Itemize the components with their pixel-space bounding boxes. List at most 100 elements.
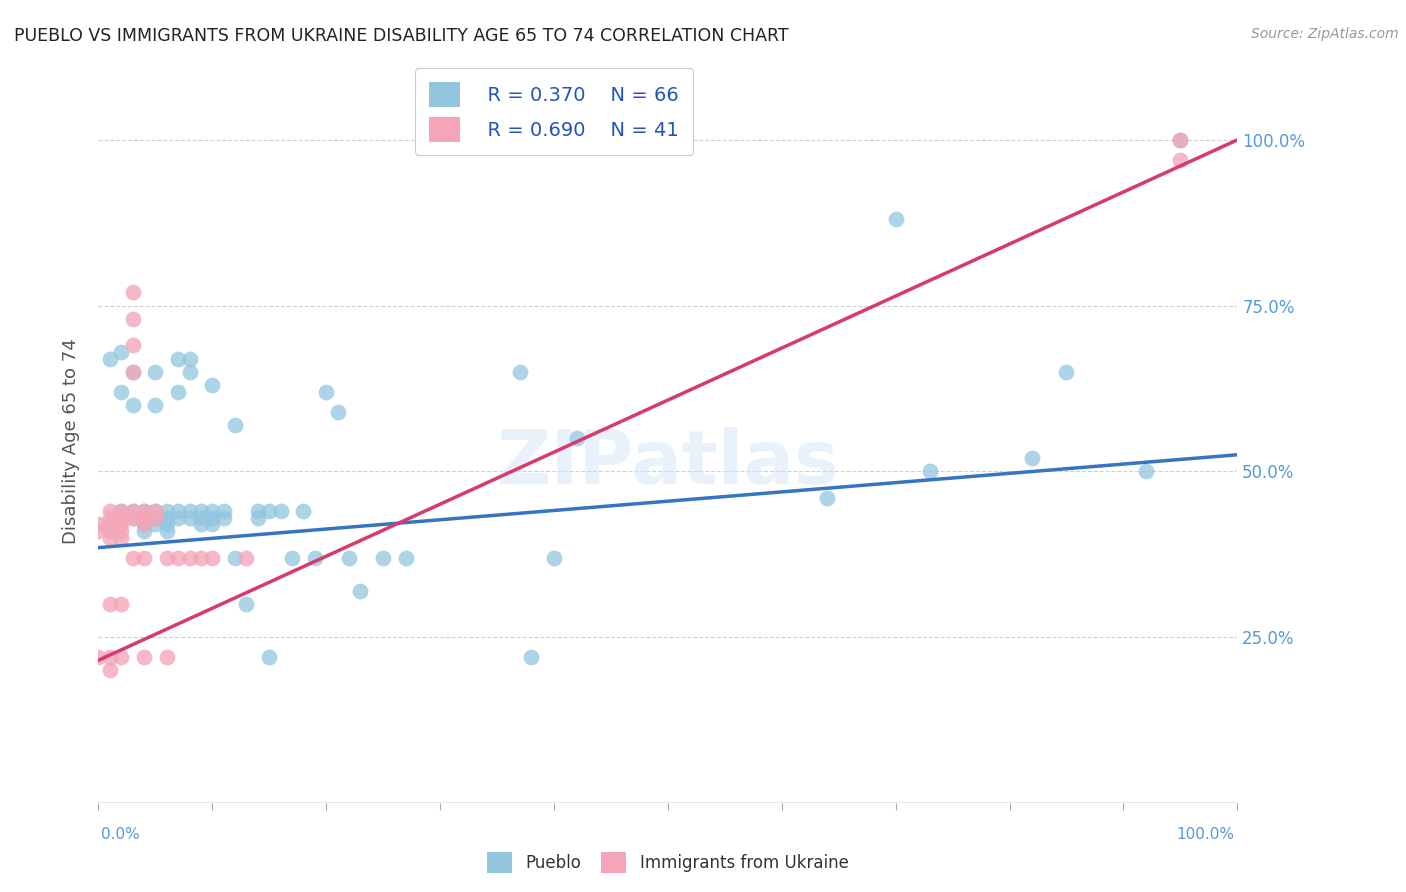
- Point: [395, 550, 418, 565]
- Point: [371, 550, 394, 565]
- Point: [167, 510, 190, 524]
- Point: [132, 650, 155, 665]
- Text: PUEBLO VS IMMIGRANTS FROM UKRAINE DISABILITY AGE 65 TO 74 CORRELATION CHART: PUEBLO VS IMMIGRANTS FROM UKRAINE DISABI…: [14, 27, 789, 45]
- Point: [145, 504, 167, 518]
- Text: Source: ZipAtlas.com: Source: ZipAtlas.com: [1251, 27, 1399, 41]
- Point: [167, 351, 190, 366]
- Point: [132, 550, 155, 565]
- Point: [1170, 133, 1192, 147]
- Point: [1135, 464, 1157, 478]
- Point: [110, 650, 132, 665]
- Point: [179, 550, 201, 565]
- Point: [543, 550, 565, 565]
- Point: [156, 517, 179, 532]
- Point: [110, 504, 132, 518]
- Point: [98, 597, 121, 611]
- Point: [179, 351, 201, 366]
- Point: [121, 285, 143, 300]
- Point: [201, 504, 224, 518]
- Point: [246, 510, 269, 524]
- Point: [918, 464, 941, 478]
- Text: ZIPatlas: ZIPatlas: [496, 426, 839, 500]
- Point: [190, 550, 212, 565]
- Point: [110, 597, 132, 611]
- Point: [281, 550, 304, 565]
- Point: [167, 384, 190, 399]
- Legend: Pueblo, Immigrants from Ukraine: Pueblo, Immigrants from Ukraine: [481, 846, 855, 880]
- Point: [110, 517, 132, 532]
- Point: [179, 365, 201, 379]
- Point: [121, 365, 143, 379]
- Point: [190, 504, 212, 518]
- Point: [179, 510, 201, 524]
- Point: [121, 504, 143, 518]
- Point: [1170, 153, 1192, 167]
- Point: [121, 550, 143, 565]
- Point: [98, 351, 121, 366]
- Point: [212, 510, 235, 524]
- Point: [132, 504, 155, 518]
- Point: [110, 504, 132, 518]
- Point: [145, 517, 167, 532]
- Point: [235, 550, 257, 565]
- Point: [292, 504, 315, 518]
- Point: [145, 510, 167, 524]
- Point: [212, 504, 235, 518]
- Point: [884, 212, 907, 227]
- Point: [156, 510, 179, 524]
- Point: [98, 524, 121, 538]
- Point: [121, 510, 143, 524]
- Point: [98, 504, 121, 518]
- Point: [121, 398, 143, 412]
- Point: [337, 550, 360, 565]
- Point: [121, 312, 143, 326]
- Point: [235, 597, 257, 611]
- Point: [98, 510, 121, 524]
- Point: [565, 431, 588, 445]
- Point: [110, 345, 132, 359]
- Point: [201, 550, 224, 565]
- Point: [132, 504, 155, 518]
- Point: [259, 504, 281, 518]
- Point: [201, 510, 224, 524]
- Point: [110, 510, 132, 524]
- Point: [326, 405, 349, 419]
- Point: [509, 365, 531, 379]
- Point: [87, 524, 110, 538]
- Point: [132, 517, 155, 532]
- Point: [156, 524, 179, 538]
- Point: [98, 517, 121, 532]
- Point: [121, 338, 143, 352]
- Point: [304, 550, 326, 565]
- Point: [1054, 365, 1078, 379]
- Point: [145, 365, 167, 379]
- Point: [110, 531, 132, 545]
- Point: [201, 378, 224, 392]
- Point: [110, 384, 132, 399]
- Point: [224, 550, 246, 565]
- Point: [132, 524, 155, 538]
- Point: [110, 524, 132, 538]
- Text: 0.0%: 0.0%: [101, 827, 141, 841]
- Point: [167, 550, 190, 565]
- Point: [87, 650, 110, 665]
- Point: [132, 510, 155, 524]
- Point: [145, 510, 167, 524]
- Point: [270, 504, 292, 518]
- Point: [121, 365, 143, 379]
- Y-axis label: Disability Age 65 to 74: Disability Age 65 to 74: [62, 339, 80, 544]
- Point: [121, 504, 143, 518]
- Point: [145, 398, 167, 412]
- Point: [156, 650, 179, 665]
- Point: [145, 504, 167, 518]
- Point: [121, 510, 143, 524]
- Point: [132, 510, 155, 524]
- Point: [98, 650, 121, 665]
- Point: [179, 504, 201, 518]
- Point: [246, 504, 269, 518]
- Text: 100.0%: 100.0%: [1177, 827, 1234, 841]
- Point: [315, 384, 337, 399]
- Point: [132, 517, 155, 532]
- Point: [98, 531, 121, 545]
- Point: [190, 517, 212, 532]
